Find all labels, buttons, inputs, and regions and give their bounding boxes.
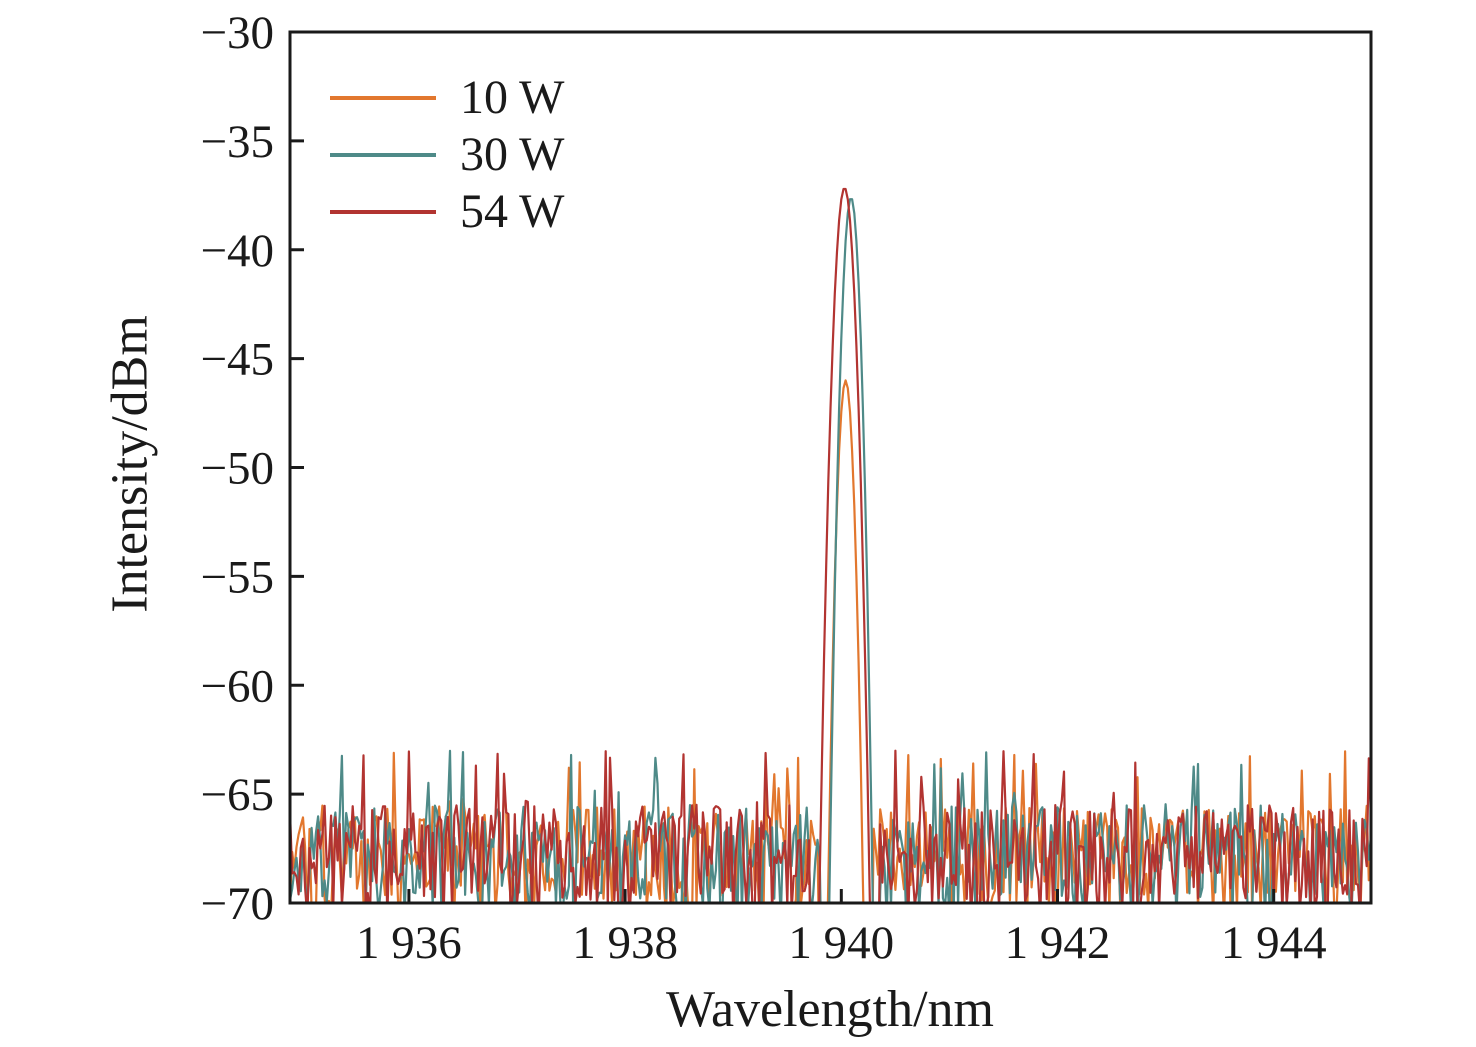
y-axis-title: Intensity/dBm <box>101 315 159 613</box>
y-tick-label: −55 <box>200 551 274 603</box>
x-tick-label: 1 944 <box>1221 917 1327 969</box>
y-tick-label: −70 <box>200 878 274 930</box>
legend-label-54w: 54 W <box>460 185 565 238</box>
axis-tick-labels: 1 936 1 938 1 940 1 942 1 944 −30 −35 −40 −45 −50… <box>200 7 1326 969</box>
y-tick-label: −65 <box>200 769 274 821</box>
trace-54w <box>290 187 1371 903</box>
legend-line-swatch-10w <box>330 96 436 100</box>
y-tick-label: −45 <box>200 334 274 386</box>
x-tick-label: 1 940 <box>788 917 894 969</box>
y-tick-label: −40 <box>200 225 274 277</box>
legend-line-swatch-30w <box>330 153 436 157</box>
legend-item-30w: 30 W <box>330 131 564 179</box>
axis-ticks <box>290 30 1276 905</box>
legend: 10 W 30 W 54 W <box>330 74 564 236</box>
y-tick-label: −35 <box>200 116 274 168</box>
x-tick-label: 1 936 <box>356 917 462 969</box>
legend-line-swatch-54w <box>330 210 436 214</box>
legend-label-10w: 10 W <box>460 71 565 124</box>
legend-item-54w: 54 W <box>330 188 564 236</box>
x-tick-label: 1 938 <box>572 917 678 969</box>
x-axis-title: Wavelength/nm <box>666 981 994 1038</box>
legend-label-30w: 30 W <box>460 128 565 181</box>
y-tick-label: −30 <box>200 7 274 59</box>
legend-item-10w: 10 W <box>330 74 564 122</box>
plot-area <box>290 187 1371 903</box>
x-tick-label: 1 942 <box>1005 917 1111 969</box>
y-tick-label: −50 <box>200 443 274 495</box>
y-tick-label: −60 <box>200 660 274 712</box>
